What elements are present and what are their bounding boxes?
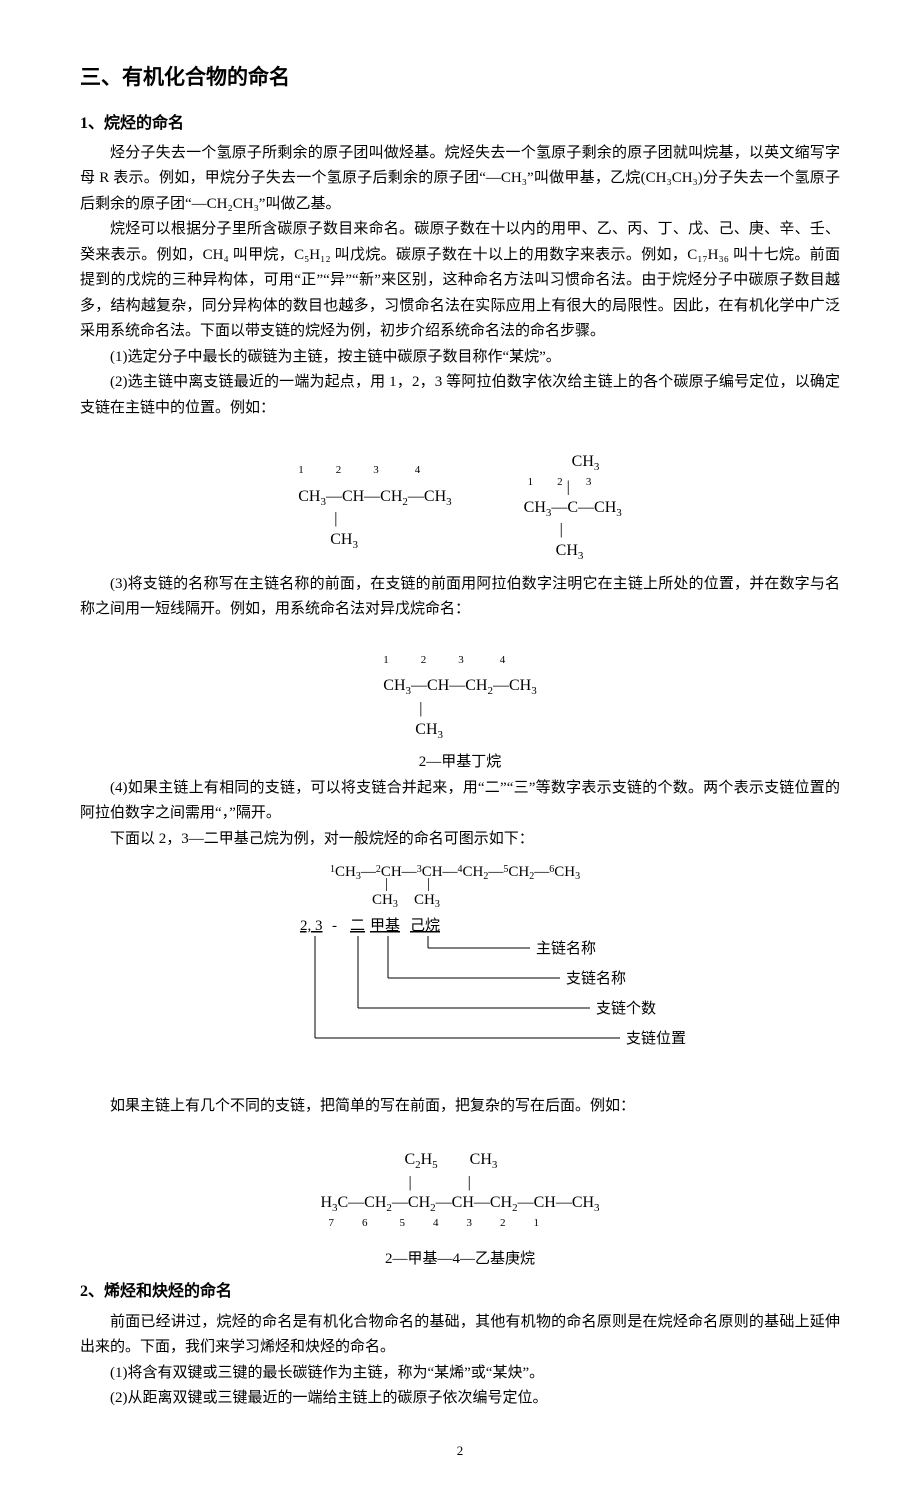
svg-text:甲基: 甲基 (370, 917, 400, 934)
step-2: (2)选主链中离支链最近的一端为起点，用 1，2，3 等阿拉伯数字依次给主链上的… (80, 370, 840, 421)
para-s1-2: 烷烃可以根据分子里所含碳原子数目来命名。碳原子数在十以内的用甲、乙、丙、丁、戊、… (80, 217, 840, 345)
svg-text:己烷: 己烷 (410, 917, 440, 934)
para-s1-1: 烃分子失去一个氢原子所剩余的原子团叫做烃基。烷烃失去一个氢原子剩余的原子团就叫烷… (80, 141, 840, 218)
svg-text:CH3: CH3 (372, 892, 398, 910)
step-s2-1: (1)将含有双键或三键的最长碳链作为主链，称为“某烯”或“某炔”。 (80, 1361, 840, 1387)
naming-diagram: 1CH3—2CH—3CH—4CH2—5CH2—6CH3 | | CH3 CH3 … (80, 858, 840, 1088)
svg-text:2, 3: 2, 3 (300, 918, 323, 934)
formula-2-caption: 2—甲基丁烷 (80, 750, 840, 776)
label-main-chain: 主链名称 (536, 940, 596, 957)
formula-1-left: 1 2 3 4 CH3—CH—CH2—CH3 | CH3 (298, 443, 451, 553)
para-s1-3: 下面以 2，3—二甲基己烷为例，对一般烷烃的命名可图示如下： (80, 827, 840, 853)
svg-text:|: | (427, 876, 430, 892)
svg-text:|: | (385, 876, 388, 892)
page-number: 2 (80, 1440, 840, 1462)
svg-text:1CH3—2CH—3CH—4CH2—5CH2—6CH3: 1CH3—2CH—3CH—4CH2—5CH2—6CH3 (330, 864, 580, 882)
section1-heading: 1、烷烃的命名 (80, 110, 840, 137)
label-branch-name: 支链名称 (566, 970, 626, 987)
step-3: (3)将支链的名称写在主链名称的前面，在支链的前面用阿拉伯数字注明它在主链上所处… (80, 572, 840, 623)
step-1: (1)选定分子中最长的碳链为主链，按主链中碳原子数目称作“某烷”。 (80, 345, 840, 371)
svg-text:二: 二 (350, 918, 365, 934)
step-4: (4)如果主链上有相同的支链，可以将支链合并起来，用“二”“三”等数字表示支链的… (80, 776, 840, 827)
label-branch-pos: 支链位置 (626, 1030, 686, 1047)
formula-3: C2H5 CH3 | | H3C—CH2—CH2—CH—CH2—CH—CH3 7… (320, 1129, 599, 1239)
para-s1-4: 如果主链上有几个不同的支链，把简单的写在前面，把复杂的写在后面。例如： (80, 1094, 840, 1120)
label-branch-count: 支链个数 (596, 1000, 656, 1017)
step-s2-2: (2)从距离双键或三键最近的一端给主链上的碳原子依次编号定位。 (80, 1386, 840, 1412)
formula-1-right: CH3 1 2 | 3 CH3—C—CH3 | CH3 (516, 431, 622, 563)
formula-3-caption: 2—甲基—4—乙基庚烷 (80, 1247, 840, 1273)
svg-text:CH3: CH3 (414, 892, 440, 910)
formula-block-2: 1 2 3 4 CH3—CH—CH2—CH3 | CH3 (80, 633, 840, 743)
para-s2-1: 前面已经讲过，烷烃的命名是有机化合物命名的基础，其他有机物的命名原则是在烷烃命名… (80, 1310, 840, 1361)
formula-block-1: 1 2 3 4 CH3—CH—CH2—CH3 | CH3 CH3 1 2 | 3… (80, 431, 840, 563)
svg-text:-: - (332, 918, 337, 934)
formula-2: 1 2 3 4 CH3—CH—CH2—CH3 | CH3 (383, 633, 536, 743)
formula-block-3: C2H5 CH3 | | H3C—CH2—CH2—CH—CH2—CH—CH3 7… (80, 1129, 840, 1239)
page-title: 三、有机化合物的命名 (80, 60, 840, 96)
